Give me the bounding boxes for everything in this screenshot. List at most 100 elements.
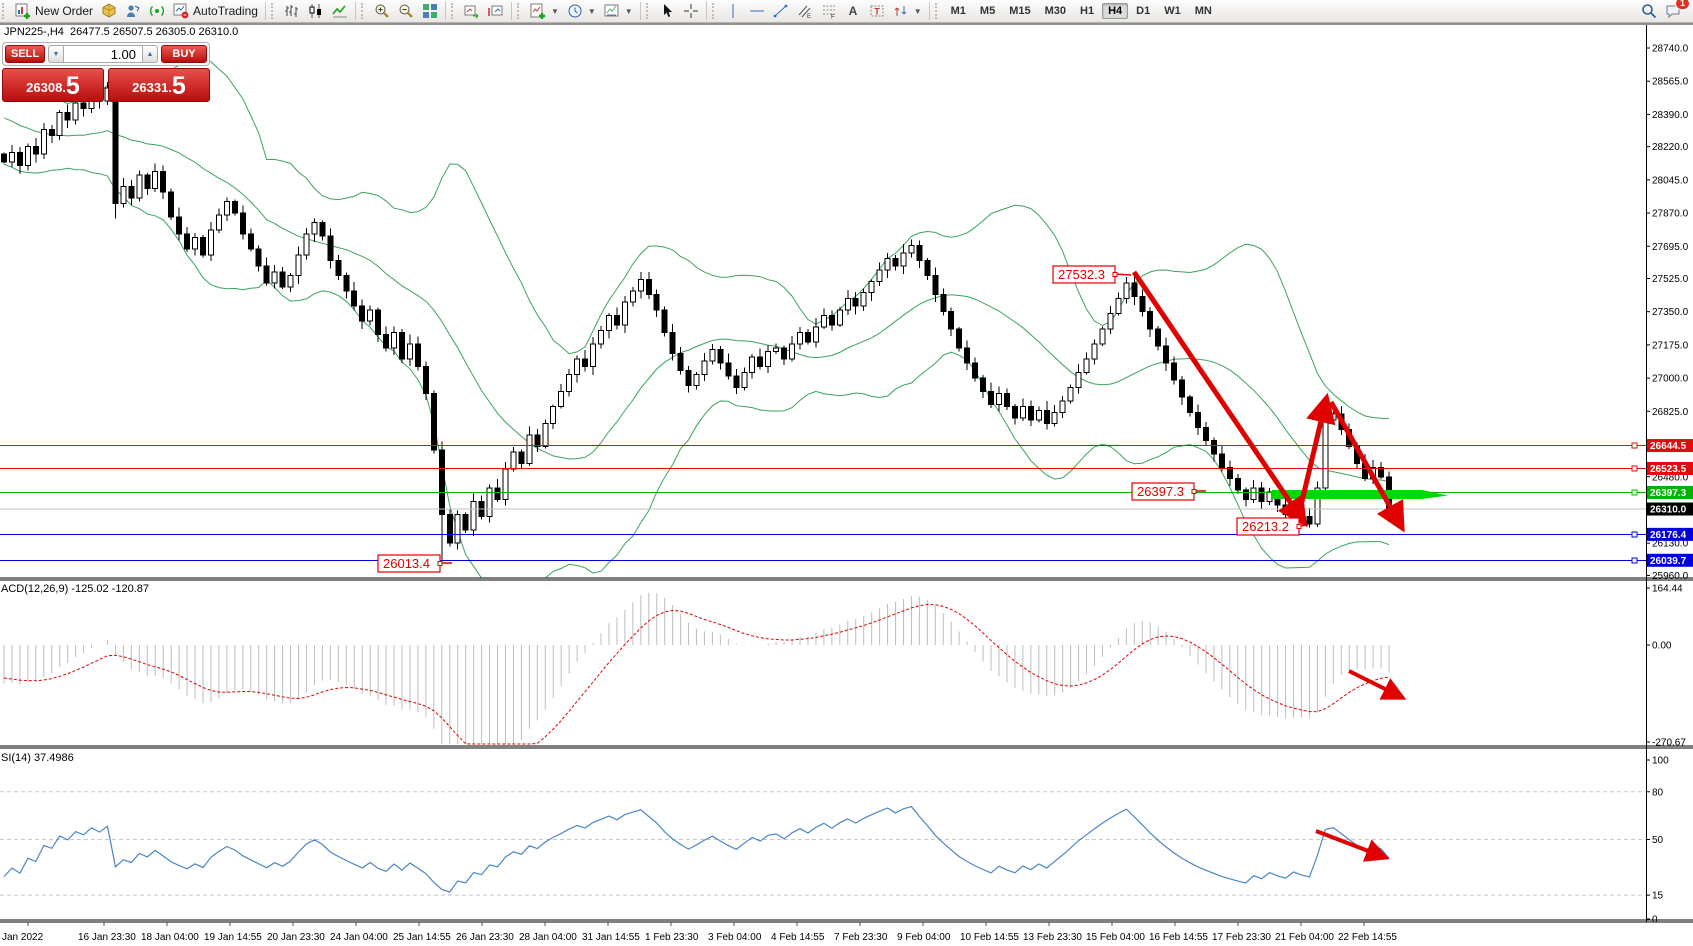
candlesticks-icon [309, 4, 321, 18]
timeframe-button-m1[interactable]: M1 [950, 5, 966, 17]
signals-button[interactable] [145, 1, 169, 21]
svg-text:26523.5: 26523.5 [1650, 464, 1687, 475]
indicators-button[interactable]: ▼ [526, 1, 563, 21]
volume-increase-button[interactable]: ▲ [142, 45, 158, 63]
toolbar-separator [510, 2, 512, 20]
chart-annotations[interactable]: 27532.3 26397.3 26213.2 26013.4 [377, 265, 1448, 862]
dropdown-caret-icon: ▼ [587, 6, 596, 16]
periods-button[interactable]: ▼ [563, 1, 600, 21]
svg-text:28045.0: 28045.0 [1652, 175, 1689, 186]
rsi-indicator-label: SI(14) 37.4986 [1, 752, 74, 764]
toolbar-separator [354, 2, 356, 20]
svg-text:13 Feb 23:30: 13 Feb 23:30 [1023, 932, 1082, 943]
support-zone-band [1272, 490, 1448, 499]
zoom-in-button[interactable] [370, 1, 394, 21]
timeframe-button-w1[interactable]: W1 [1164, 5, 1181, 17]
pane-separators[interactable] [0, 577, 1693, 923]
candlestick-chart-button[interactable] [304, 1, 328, 21]
text-label-button[interactable]: T [865, 1, 889, 21]
crosshair-icon [683, 4, 698, 18]
toolbar-separator [264, 2, 266, 20]
svg-text:16 Jan 23:30: 16 Jan 23:30 [78, 932, 136, 943]
volume-decrease-button[interactable]: ▼ [48, 45, 64, 63]
svg-text:25 Jan 14:55: 25 Jan 14:55 [393, 932, 451, 943]
svg-text:22 Feb 14:55: 22 Feb 14:55 [1338, 932, 1397, 943]
svg-text:26644.5: 26644.5 [1650, 441, 1687, 452]
one-click-prices: 26308. 5 26331. 5 [2, 68, 210, 102]
sell-button[interactable]: SELL [5, 45, 45, 63]
hline-icon [749, 10, 764, 12]
channel-icon: E [798, 5, 811, 19]
tile-windows-button[interactable] [418, 1, 442, 21]
timeframe-button-m30[interactable]: M30 [1044, 5, 1067, 17]
buy-button[interactable]: BUY [161, 45, 207, 63]
one-click-controls: SELL ▼ ▲ BUY [2, 42, 210, 66]
sell-price[interactable]: 26308. 5 [2, 68, 104, 102]
crosshair-button[interactable] [679, 1, 703, 21]
time-axis[interactable]: Jan 2022 16 Jan 23:30 18 Jan 04:00 19 Jan 1… [2, 922, 1397, 943]
svg-text:7 Feb 23:30: 7 Feb 23:30 [834, 932, 888, 943]
svg-text:Jan 2022: Jan 2022 [2, 932, 44, 943]
chart-shift-button[interactable] [484, 1, 508, 21]
svg-text:80: 80 [1652, 787, 1664, 798]
svg-text:26825.0: 26825.0 [1652, 407, 1689, 418]
new-order-icon [15, 3, 30, 19]
bar-chart-button[interactable] [280, 1, 304, 21]
buy-price[interactable]: 26331. 5 [108, 68, 210, 102]
autotrading-button[interactable]: AutoTrading [169, 1, 262, 21]
autotrading-icon [173, 3, 189, 19]
metaeditor-button[interactable] [97, 1, 121, 21]
macd-pane [3, 592, 1390, 745]
toolbar-grip [934, 3, 942, 19]
volume-input[interactable] [64, 45, 142, 63]
horizontal-line-button[interactable] [745, 1, 769, 21]
zoom-out-button[interactable] [394, 1, 418, 21]
text-button[interactable]: A [841, 1, 865, 21]
svg-text:19 Jan 14:55: 19 Jan 14:55 [204, 932, 262, 943]
timeframe-button-m5[interactable]: M5 [979, 5, 996, 17]
notification-badge: 1 [1674, 0, 1690, 10]
chat-button[interactable]: 1 [1661, 0, 1690, 21]
fibonacci-button[interactable]: F [817, 1, 841, 21]
trendline-button[interactable] [769, 1, 793, 21]
svg-text:31 Jan 14:55: 31 Jan 14:55 [582, 932, 640, 943]
dropdown-caret-icon: ▼ [624, 6, 633, 16]
candles-layer [1, 82, 1393, 566]
price-axis[interactable]: 28740.0 28565.0 28390.0 28220.0 28045.0 27870… [1646, 22, 1693, 926]
svg-text:0.00: 0.00 [1652, 641, 1672, 652]
timeframe-button-h1[interactable]: H1 [1080, 5, 1095, 17]
cursor-button[interactable] [655, 1, 679, 21]
toolbar-divider [0, 23, 1693, 25]
toolbar-separator [705, 2, 707, 20]
toolbar-grip [2, 3, 9, 19]
search-button[interactable] [1637, 1, 1661, 21]
svg-text:26 Jan 23:30: 26 Jan 23:30 [456, 932, 514, 943]
expert-advisors-button[interactable] [121, 1, 145, 21]
trend-arrow [1328, 400, 1405, 533]
svg-text:24 Jan 04:00: 24 Jan 04:00 [330, 932, 388, 943]
line-chart-button[interactable] [328, 1, 352, 21]
symbol-ohlc-line: JPN225-,H4 26477.5 26507.5 26305.0 26310… [4, 26, 239, 38]
svg-text:28565.0: 28565.0 [1652, 77, 1689, 88]
timeframe-button-h4[interactable]: H4 [1102, 3, 1129, 19]
timeframe-button-d1[interactable]: D1 [1136, 5, 1151, 17]
svg-text:27350.0: 27350.0 [1652, 307, 1689, 318]
svg-text:3 Feb 04:00: 3 Feb 04:00 [708, 932, 762, 943]
auto-scroll-button[interactable] [460, 1, 484, 21]
new-order-button[interactable]: New Order [11, 1, 97, 21]
vertical-line-button[interactable] [721, 1, 745, 21]
dropdown-caret-icon: ▼ [550, 6, 559, 16]
auto-scroll-icon [464, 5, 479, 19]
timeframe-button-mn[interactable]: MN [1194, 5, 1212, 17]
channel-button[interactable]: E [793, 1, 817, 21]
templates-button[interactable]: ▼ [600, 1, 637, 21]
svg-text:26130.0: 26130.0 [1652, 539, 1689, 550]
timeframe-button-m15[interactable]: M15 [1009, 5, 1031, 17]
search-icon [1642, 4, 1657, 19]
arrows-button[interactable]: ▼ [889, 1, 926, 21]
horizontal-price-lines[interactable] [0, 442, 1646, 564]
bollinger-lower [3, 163, 1390, 578]
svg-text:T: T [874, 7, 880, 17]
autotrading-button-label: AutoTrading [193, 4, 258, 18]
